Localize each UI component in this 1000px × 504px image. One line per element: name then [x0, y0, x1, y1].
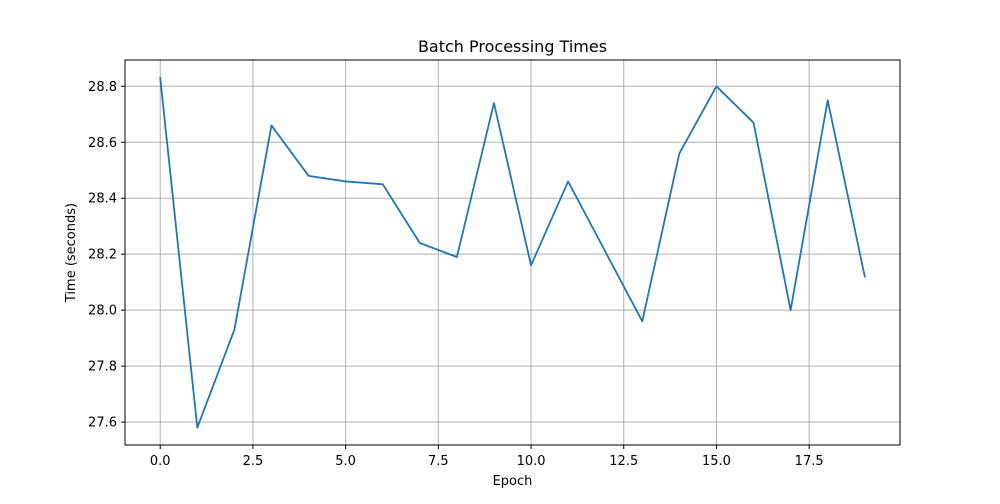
- grid: [125, 60, 900, 445]
- x-tick-label: 5.0: [335, 454, 356, 469]
- axes-frame: [124, 59, 901, 446]
- x-tick-label: 15.0: [702, 454, 731, 469]
- x-axis-label: Epoch: [493, 474, 533, 489]
- y-tick-label: 28.0: [88, 304, 117, 319]
- y-tick-label: 27.8: [88, 360, 117, 375]
- y-tick-label: 28.6: [88, 136, 117, 151]
- y-tick-label: 28.8: [88, 80, 117, 95]
- y-tick-label: 28.2: [88, 248, 117, 263]
- series-layer: [159, 76, 866, 429]
- x-tick-label: 12.5: [609, 454, 638, 469]
- x-tick-label: 17.5: [795, 454, 824, 469]
- y-axis-ticks: 27.6 27.8 28.0 28.2 28.4 28.6 28.8: [88, 80, 125, 431]
- x-tick-label: 7.5: [428, 454, 449, 469]
- x-axis-ticks: 0.0 2.5 5.0 7.5 10.0 12.5 15.0 17.5: [150, 445, 824, 469]
- x-tick-label: 0.0: [150, 454, 171, 469]
- x-tick-label: 10.0: [517, 454, 546, 469]
- chart-title: Batch Processing Times: [418, 37, 607, 56]
- y-axis-label: Time (seconds): [64, 203, 79, 303]
- y-tick-label: 27.6: [88, 416, 117, 431]
- x-tick-label: 2.5: [243, 454, 264, 469]
- y-tick-label: 28.4: [88, 192, 117, 207]
- series-line: [159, 76, 866, 429]
